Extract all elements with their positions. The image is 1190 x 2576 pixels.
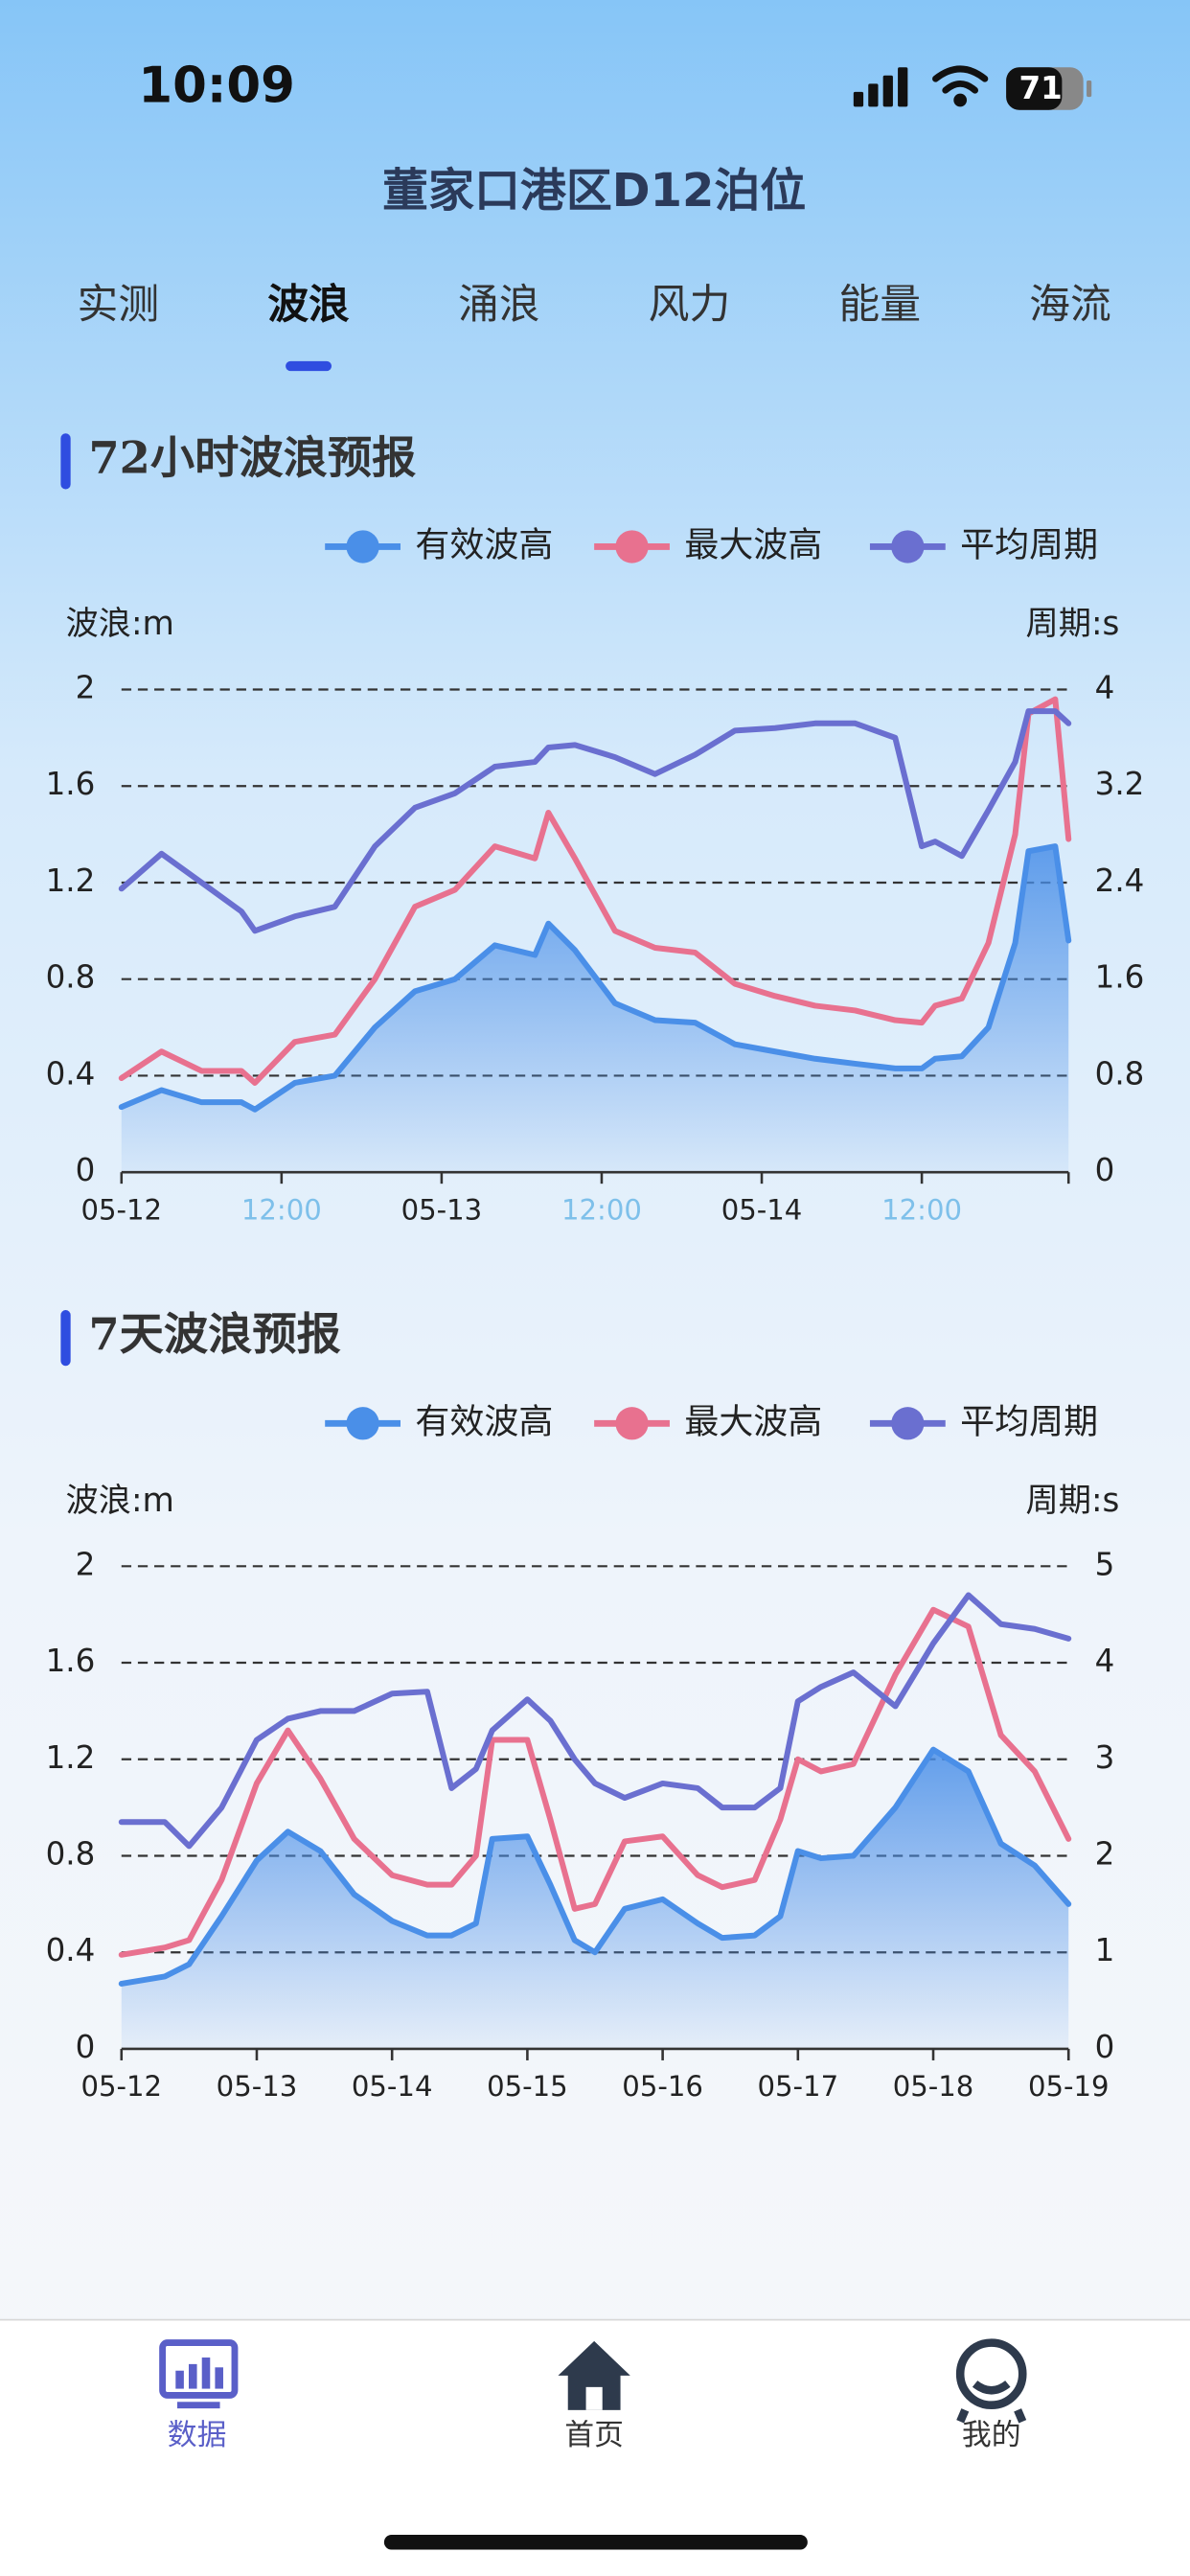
legend-dot (615, 530, 649, 564)
y-tick-label: 0.8 (46, 1835, 96, 1872)
y2-axis-label: 周期:s (1025, 1482, 1119, 1520)
battery-tip (1087, 80, 1092, 98)
y-tick-label: 0.4 (46, 1932, 96, 1968)
x-tick-label: 05-18 (893, 2070, 974, 2103)
line (118, 1606, 1072, 1958)
nav-label[interactable]: 我的 (962, 2418, 1021, 2452)
nav-icon-data (159, 2339, 239, 2409)
battery-level (1006, 67, 1063, 110)
page-title: 董家口港区D12泊位 (382, 164, 806, 218)
legend-dot (346, 530, 379, 564)
y-tick-label: 1.2 (46, 862, 96, 899)
y-tick-label: 0 (76, 1152, 96, 1188)
y2-tick-label: 2 (1095, 1835, 1115, 1872)
line (118, 696, 1072, 1086)
area (121, 846, 1069, 1173)
y2-tick-label: 3 (1095, 1739, 1115, 1776)
tab-bar: 实测 波浪 涌浪 风力 能量 海流 (78, 281, 1111, 372)
nav-label[interactable]: 数据 (168, 2418, 227, 2452)
legend-label[interactable]: 平均周期 (960, 1402, 1098, 1441)
y2-tick-label: 4 (1095, 1643, 1115, 1679)
y2-tick-label: 1.6 (1095, 959, 1145, 996)
x-tick-label: 05-16 (622, 2070, 703, 2103)
y2-tick-label: 5 (1095, 1546, 1115, 1582)
x-tick-label: 05-14 (352, 2070, 433, 2103)
section-marker (60, 433, 71, 490)
x-tick-label: 05-12 (80, 1193, 162, 1226)
legend-dot (891, 1407, 925, 1440)
legend-label[interactable]: 最大波高 (684, 525, 822, 564)
legend-dot (346, 1407, 379, 1440)
x-tick-label: 05-12 (80, 2070, 162, 2103)
y2-tick-label: 1 (1095, 1932, 1115, 1968)
y-tick-label: 0.8 (46, 959, 96, 996)
legend-dot (891, 530, 925, 564)
nav-label[interactable]: 首页 (564, 2418, 624, 2452)
tab[interactable]: 风力 (649, 281, 731, 329)
y-tick-label: 2 (76, 1546, 96, 1582)
signal-icon (853, 67, 908, 107)
tab[interactable]: 涌浪 (458, 281, 540, 329)
y-axis-label: 波浪:m (66, 605, 174, 643)
y2-tick-label: 0 (1095, 1152, 1115, 1188)
legend-label[interactable]: 平均周期 (960, 525, 1098, 564)
y-axis-label: 波浪:m (66, 1482, 174, 1520)
y-tick-label: 0 (76, 2029, 96, 2065)
area (121, 1749, 1069, 2049)
legend-label[interactable]: 有效波高 (415, 525, 553, 564)
tab-indicator (286, 360, 332, 372)
y2-tick-label: 4 (1095, 670, 1115, 706)
nav-icon-home (558, 2340, 630, 2410)
line (118, 843, 1072, 1113)
tab[interactable]: 实测 (78, 281, 160, 329)
chart-title: 7天波浪预报 (89, 1308, 341, 1360)
x-tick-label: 05-15 (487, 2070, 568, 2103)
y-tick-label: 2 (76, 670, 96, 706)
y-tick-label: 1.6 (46, 766, 96, 802)
legend-label[interactable]: 最大波高 (684, 1402, 822, 1441)
y2-tick-label: 0.8 (1095, 1055, 1145, 1092)
tab[interactable]: 能量 (838, 281, 921, 329)
home-indicator (383, 2535, 808, 2550)
y2-tick-label: 0 (1095, 2029, 1115, 2065)
y-tick-label: 1.2 (46, 1739, 96, 1776)
line (118, 708, 1072, 934)
y-tick-label: 0.4 (46, 1055, 96, 1092)
x-tick-label: 12:00 (241, 1193, 322, 1226)
nav-labels: 数据 首页 我的 (168, 2418, 1021, 2452)
status-time: 10:09 (138, 58, 295, 115)
wifi-icon (932, 65, 989, 107)
y2-tick-label: 2.4 (1095, 862, 1145, 899)
y2-axis-label: 周期:s (1025, 605, 1119, 643)
nav-icon-mine (955, 2338, 1027, 2424)
line (118, 1746, 1072, 1987)
x-tick-label: 05-13 (401, 1193, 483, 1226)
x-tick-label: 05-14 (721, 1193, 803, 1226)
x-tick-label: 05-13 (217, 2070, 298, 2103)
x-tick-label: 05-17 (758, 2070, 839, 2103)
chart-title: 72小时波浪预报 (89, 431, 417, 483)
x-tick-label: 05-19 (1028, 2070, 1110, 2103)
tab[interactable]: 海流 (1029, 281, 1111, 329)
legend-label[interactable]: 有效波高 (415, 1402, 553, 1441)
tab[interactable]: 波浪 (267, 281, 350, 329)
x-tick-label: 12:00 (561, 1193, 642, 1226)
x-tick-label: 12:00 (881, 1193, 962, 1226)
y2-tick-label: 3.2 (1095, 766, 1145, 802)
battery-text: 71 (1018, 70, 1062, 106)
line (118, 1592, 1072, 1850)
y-tick-label: 1.6 (46, 1643, 96, 1679)
legend-dot (615, 1407, 649, 1440)
section-marker (60, 1310, 71, 1367)
